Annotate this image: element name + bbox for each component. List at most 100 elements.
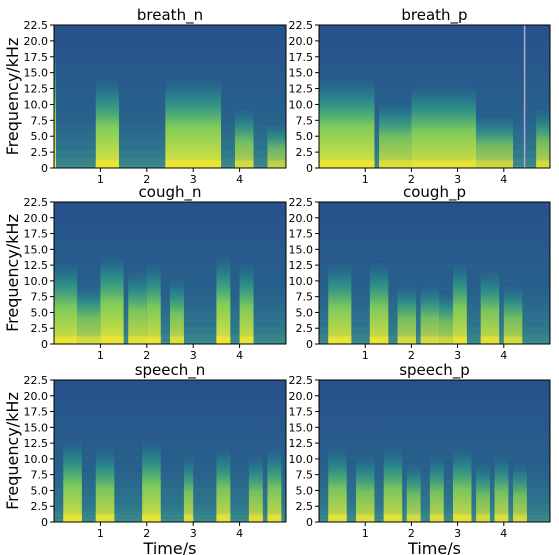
energy-burst-8 xyxy=(513,462,527,522)
y-tick-label: 20.0 xyxy=(24,35,49,48)
x-tick-label: 4 xyxy=(236,527,243,540)
y-tick-label: 5.0 xyxy=(296,306,314,319)
energy-burst-3 xyxy=(183,454,194,522)
panel-title: speech_n xyxy=(135,361,206,380)
energy-burst-5 xyxy=(248,454,263,522)
energy-burst-1 xyxy=(95,446,115,522)
low-frequency-band-1 xyxy=(369,336,389,344)
energy-burst-0 xyxy=(319,76,375,168)
y-tick-label: 15.0 xyxy=(289,421,314,434)
low-frequency-band-2 xyxy=(411,160,477,168)
y-tick-label: 7.5 xyxy=(296,291,314,304)
x-tick-label: 1 xyxy=(97,173,104,186)
energy-burst-2 xyxy=(100,253,124,344)
low-frequency-band-7 xyxy=(503,336,523,344)
energy-burst-3 xyxy=(406,462,421,522)
energy-burst-5 xyxy=(452,446,472,522)
y-tick-label: 17.5 xyxy=(289,228,314,241)
x-tick-label: 3 xyxy=(190,527,197,540)
low-frequency-band-8 xyxy=(513,514,527,522)
x-tick-label: 4 xyxy=(500,173,507,186)
x-tick-label: 4 xyxy=(236,349,243,362)
y-tick-label: 22.5 xyxy=(289,374,314,387)
energy-burst-5 xyxy=(452,261,467,344)
low-frequency-band-3 xyxy=(420,336,440,344)
y-tick-label: 20.0 xyxy=(289,212,314,225)
y-tick-label: 2.5 xyxy=(31,500,49,513)
energy-burst-4 xyxy=(439,292,453,344)
panel-title: breath_p xyxy=(401,6,467,25)
y-tick-label: 15.0 xyxy=(24,243,49,256)
energy-burst-4 xyxy=(429,454,444,522)
energy-burst-1 xyxy=(379,100,412,168)
low-frequency-band-1 xyxy=(95,160,119,168)
spectrogram-background xyxy=(54,380,286,522)
energy-burst-0 xyxy=(328,446,347,522)
y-tick-label: 0 xyxy=(306,516,313,529)
panel-1: breath_p02.55.07.510.012.515.017.520.022… xyxy=(289,6,551,186)
x-tick-label: 4 xyxy=(500,527,507,540)
y-tick-label: 12.5 xyxy=(24,259,49,272)
y-tick-label: 20.0 xyxy=(24,390,49,403)
y-tick-label: 20.0 xyxy=(24,212,49,225)
x-tick-label: 3 xyxy=(454,173,461,186)
energy-burst-2 xyxy=(383,446,403,522)
y-tick-label: 12.5 xyxy=(24,437,49,450)
energy-burst-0 xyxy=(328,261,352,344)
low-frequency-band-6 xyxy=(216,336,231,344)
low-frequency-band-7 xyxy=(494,514,509,522)
x-tick-label: 3 xyxy=(454,349,461,362)
energy-burst-7 xyxy=(239,261,254,344)
y-tick-label: 10.0 xyxy=(289,275,314,288)
y-tick-label: 10.0 xyxy=(24,98,49,111)
low-frequency-band-5 xyxy=(452,514,472,522)
y-tick-label: 2.5 xyxy=(31,146,49,159)
low-frequency-band-4 xyxy=(536,160,550,168)
y-tick-label: 17.5 xyxy=(24,406,49,419)
energy-burst-2 xyxy=(142,439,161,522)
panel-2: cough_n 0 2.5 5.0 7.5 10.0 12.5 15.0 17.5 20.0 22.… xyxy=(3,183,287,362)
low-frequency-band-2 xyxy=(383,514,403,522)
x-tick-label: 2 xyxy=(408,527,415,540)
low-frequency-band-0 xyxy=(63,514,82,522)
x-tick-label: 1 xyxy=(362,173,369,186)
panel-title: speech_p xyxy=(399,361,470,380)
low-frequency-band-4 xyxy=(267,160,286,168)
low-frequency-band-1 xyxy=(77,336,101,344)
y-tick-label: 2.5 xyxy=(296,500,314,513)
y-tick-label: 0 xyxy=(41,162,48,175)
low-frequency-band-4 xyxy=(216,514,231,522)
y-tick-label: 17.5 xyxy=(24,51,49,64)
y-tick-label: 15.0 xyxy=(289,67,314,80)
energy-burst-1 xyxy=(77,284,101,344)
low-frequency-band-5 xyxy=(170,336,184,344)
x-tick-label: 2 xyxy=(143,349,150,362)
x-axis-label: Time/s xyxy=(407,539,461,555)
x-tick-label: 2 xyxy=(408,173,415,186)
y-tick-label: 15.0 xyxy=(24,67,49,80)
y-tick-label: 17.5 xyxy=(289,51,314,64)
axes-frame xyxy=(318,379,551,523)
y-tick-label: 0 xyxy=(41,338,48,351)
y-tick-label: 5.0 xyxy=(31,306,49,319)
low-frequency-band-0 xyxy=(319,160,375,168)
low-frequency-band-1 xyxy=(355,514,375,522)
low-frequency-band-1 xyxy=(95,514,115,522)
y-axis-label: Frequency/kHz xyxy=(3,392,22,510)
x-tick-label: 3 xyxy=(190,173,197,186)
y-tick-label: 12.5 xyxy=(289,437,314,450)
axes-frame xyxy=(53,24,287,169)
y-tick-label: 0 xyxy=(41,516,48,529)
low-frequency-band-5 xyxy=(452,336,467,344)
low-frequency-band-6 xyxy=(476,514,490,522)
low-frequency-band-2 xyxy=(142,514,161,522)
energy-burst-4 xyxy=(146,261,161,344)
energy-burst-4 xyxy=(267,123,286,168)
y-tick-label: 5.0 xyxy=(31,484,49,497)
x-tick-label: 2 xyxy=(143,527,150,540)
y-axis-label: Frequency/kHz xyxy=(3,38,22,156)
low-frequency-band-0 xyxy=(328,336,352,344)
energy-burst-3 xyxy=(476,115,514,168)
y-tick-label: 7.5 xyxy=(31,114,49,127)
